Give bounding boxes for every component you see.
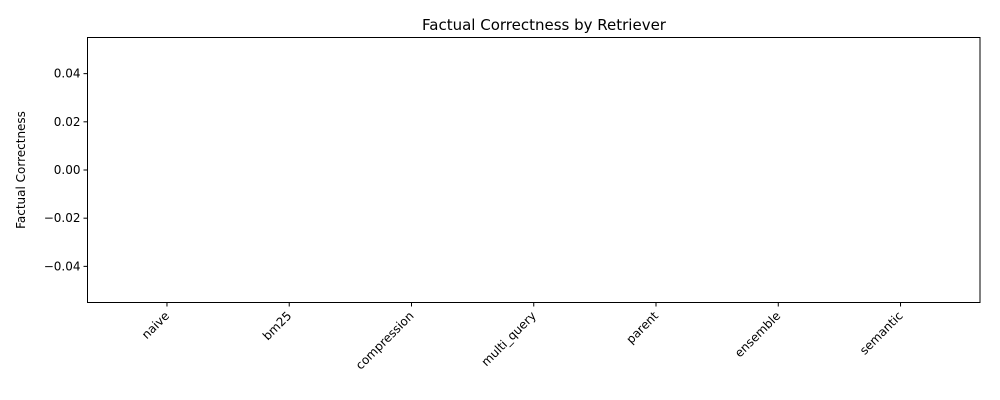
y-axis-label: Factual Correctness: [14, 111, 28, 229]
plot-frame: [87, 37, 981, 303]
y-tick-label: −0.02: [44, 211, 81, 225]
x-tick-label: semantic: [857, 309, 906, 358]
x-tick-label: ensemble: [732, 309, 783, 360]
y-axis: −0.04 −0.02 0.00 0.02 0.04: [44, 67, 88, 273]
y-tick-label: 0.02: [54, 115, 81, 129]
y-tick-label: 0.00: [54, 163, 81, 177]
chart-title: Factual Correctness by Retriever: [422, 16, 667, 34]
x-tick-label: multi_query: [479, 309, 539, 369]
y-tick-label: 0.04: [54, 67, 81, 81]
x-tick-label: parent: [623, 309, 661, 347]
x-axis: naive bm25 compression multi_query parent ens…: [139, 302, 906, 373]
x-tick-label: compression: [353, 309, 417, 373]
x-tick-label: naive: [139, 309, 172, 342]
x-tick-label: bm25: [260, 309, 294, 343]
y-tick-label: −0.04: [44, 259, 81, 273]
